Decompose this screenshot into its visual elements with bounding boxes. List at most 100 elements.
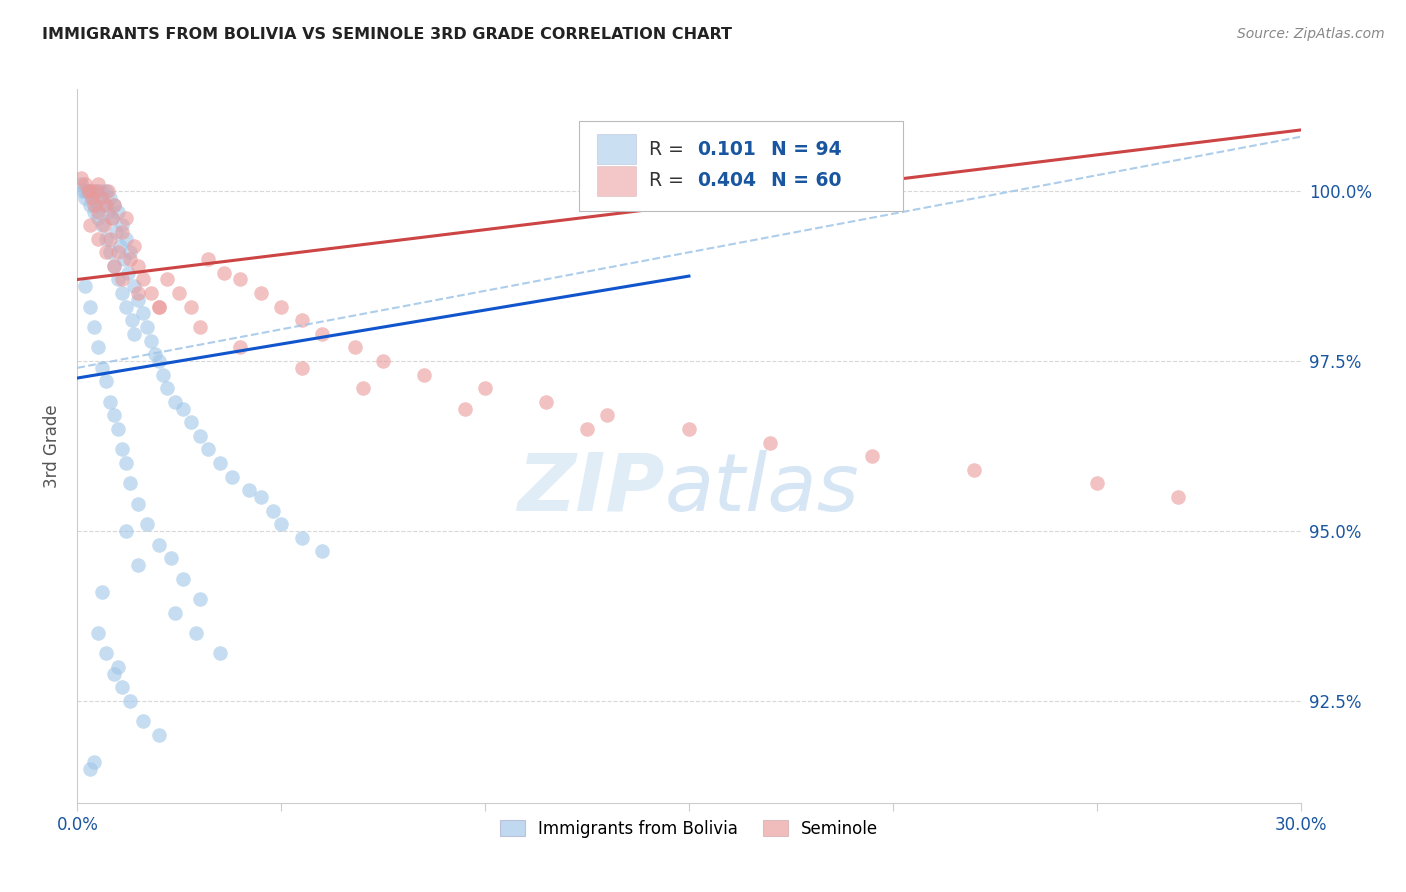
Point [83,755,105,769]
Point [143,347,166,361]
Point [160,551,183,566]
Point [212,266,235,280]
Point [89,191,111,205]
Point [343,341,366,355]
Point [229,272,252,286]
Point [97,204,120,219]
Point [862,449,884,463]
Point [534,394,557,409]
Point [152,368,174,382]
Point [70,178,93,192]
Y-axis label: 3rd Grade: 3rd Grade [44,404,62,488]
Point [127,497,149,511]
Point [197,252,219,266]
Point [184,626,207,640]
Point [111,225,134,239]
Point [413,368,436,382]
Point [107,660,129,674]
Point [371,354,394,368]
Point [148,728,170,742]
Point [120,694,142,708]
Point [759,435,782,450]
Point [103,198,125,212]
Point [127,259,149,273]
Point [103,409,125,423]
Point [120,245,142,260]
Point [87,626,110,640]
Point [107,272,129,286]
Point [111,680,134,694]
Point [290,360,312,375]
Point [101,211,124,226]
Point [135,320,157,334]
Text: R =: R = [648,171,689,190]
Point [311,544,333,558]
Point [121,313,143,327]
Point [453,401,475,416]
Point [311,326,333,341]
Point [124,279,146,293]
Point [290,313,312,327]
Point [169,286,191,301]
Point [94,245,117,260]
FancyBboxPatch shape [579,121,903,211]
Text: ZIP: ZIP [517,450,665,528]
Point [120,476,142,491]
Point [75,279,97,293]
Point [79,184,101,198]
Point [208,646,231,660]
Point [963,463,986,477]
Point [90,360,112,375]
Point [94,198,117,212]
Point [79,300,101,314]
Point [270,517,292,532]
Point [238,483,260,498]
Point [75,191,97,205]
Point [83,320,105,334]
Text: Source: ZipAtlas.com: Source: ZipAtlas.com [1237,27,1385,41]
Point [80,191,103,205]
Point [94,232,117,246]
Point [250,286,273,301]
Point [87,232,110,246]
Point [474,381,496,395]
Point [90,218,112,232]
Point [172,572,194,586]
Point [87,211,110,226]
Point [208,456,231,470]
Point [83,204,105,219]
Point [76,184,98,198]
Point [120,252,142,266]
Point [250,490,273,504]
Point [94,375,117,389]
Point [1167,490,1189,504]
Text: N = 60: N = 60 [770,171,841,190]
Point [229,341,252,355]
Point [79,218,101,232]
Point [262,503,284,517]
Point [87,184,110,198]
Point [115,232,138,246]
Point [115,456,138,470]
Point [165,606,187,620]
Point [94,646,117,660]
Point [1085,476,1108,491]
Point [156,381,179,395]
Point [83,198,105,212]
Point [90,191,112,205]
Point [98,245,121,260]
Point [103,259,125,273]
Point [94,184,117,198]
Point [270,300,292,314]
Point [148,537,170,551]
Point [131,306,153,320]
Point [90,184,112,198]
Point [97,184,120,198]
Point [70,170,93,185]
Point [148,354,170,368]
Point [127,293,149,307]
Point [188,320,211,334]
Point [80,191,103,205]
Point [596,409,619,423]
Text: 0.404: 0.404 [697,171,756,190]
